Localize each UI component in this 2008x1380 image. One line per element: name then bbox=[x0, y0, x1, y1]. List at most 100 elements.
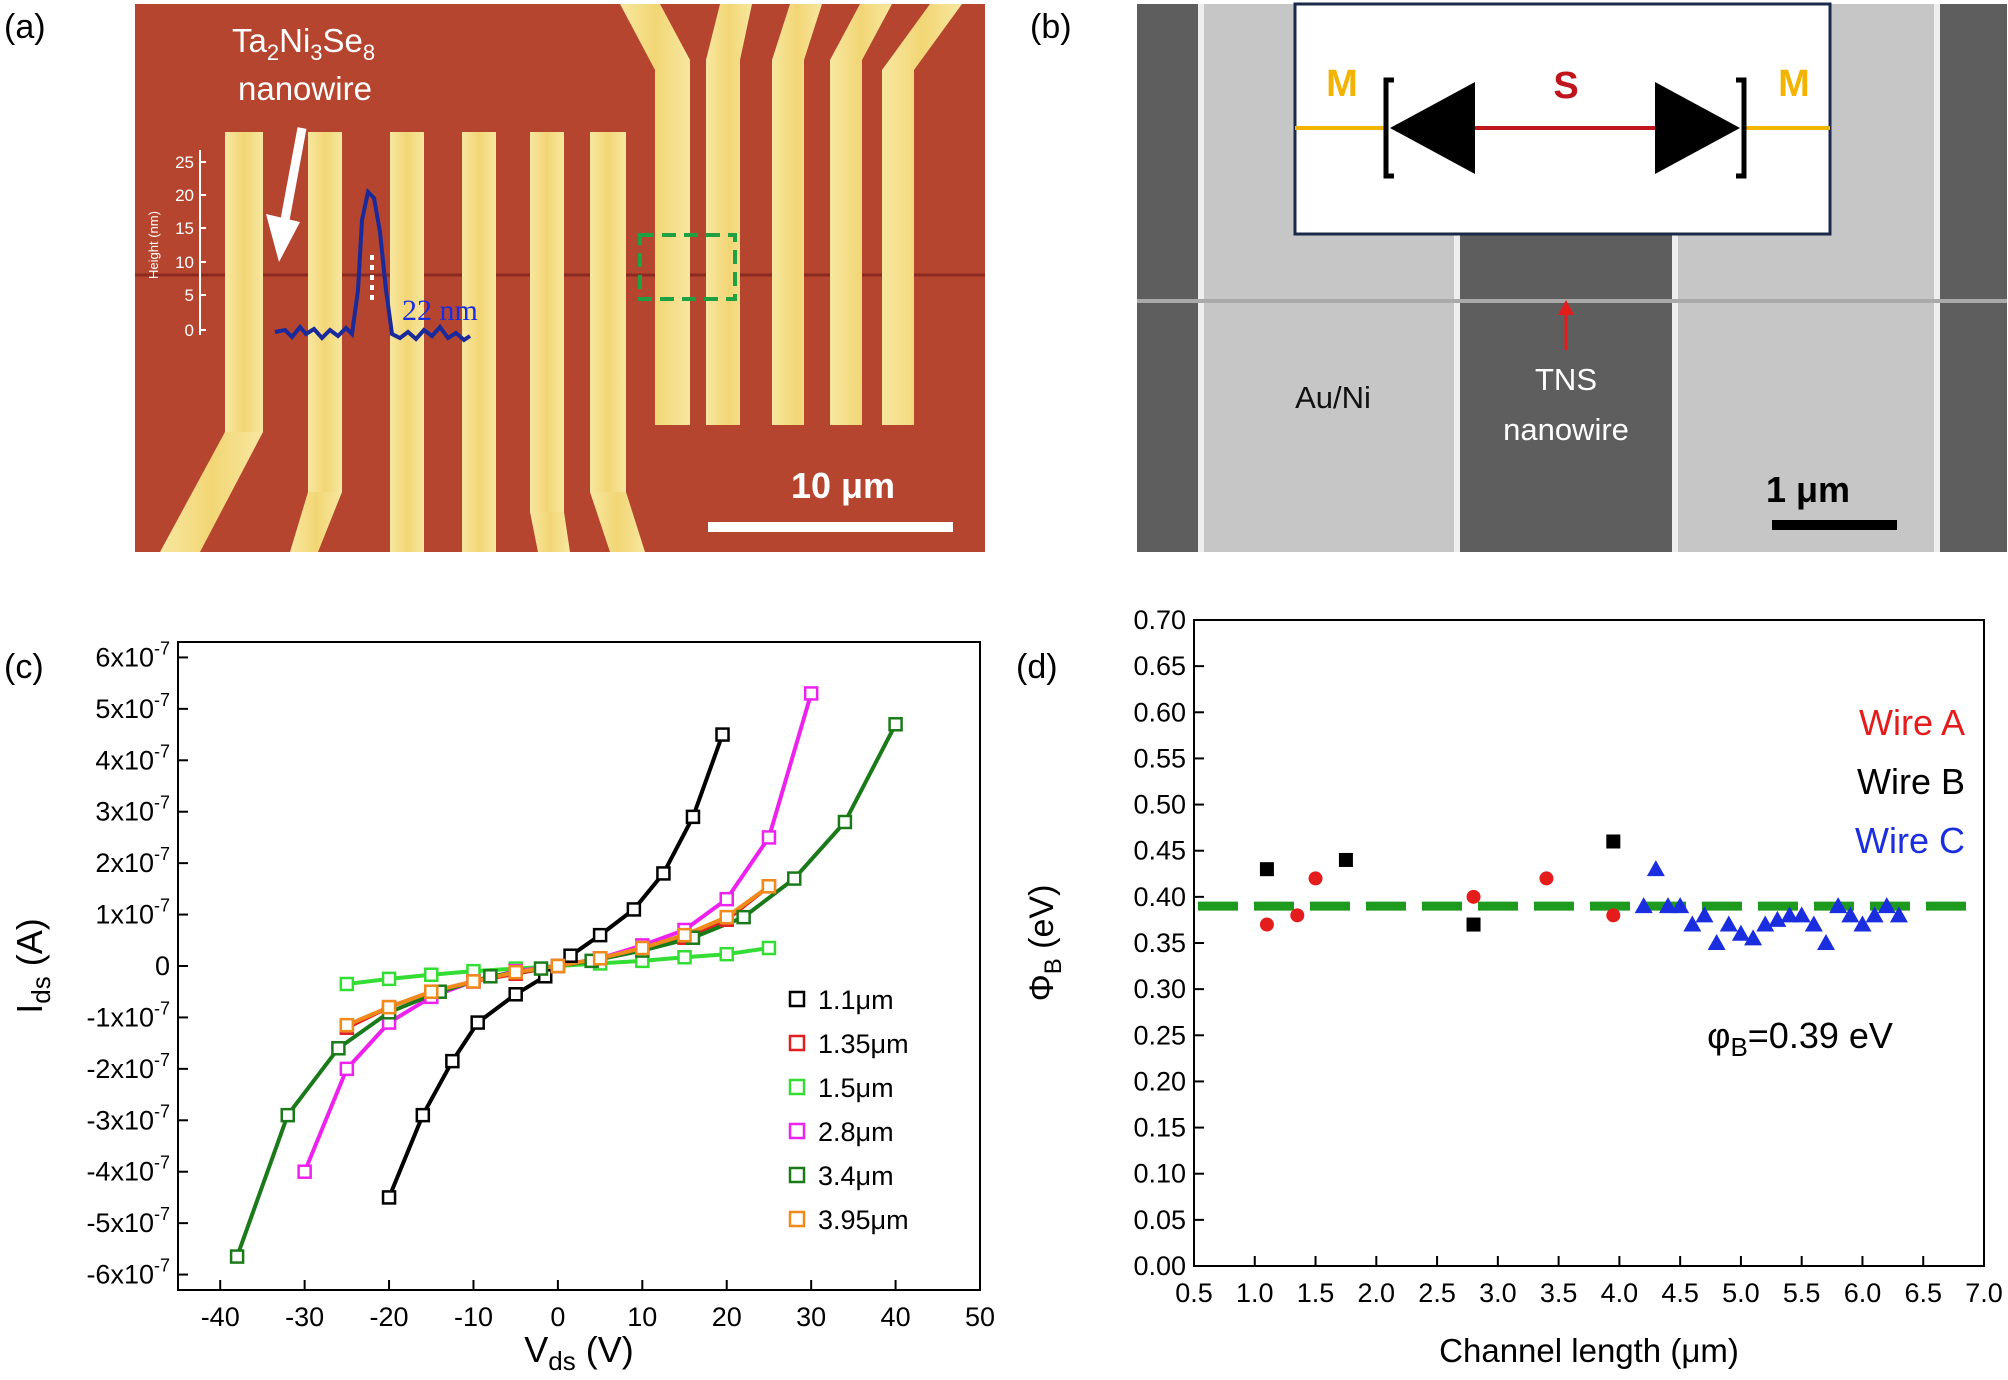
iv-legend-marker bbox=[788, 1166, 806, 1184]
iv-y-tick-label: 5x10-7 bbox=[95, 690, 170, 724]
barrier-x-tick-label: 0.5 bbox=[1175, 1278, 1213, 1308]
barrier-marker-triangle bbox=[1695, 906, 1714, 923]
barrier-ylabel-sub: B bbox=[1040, 958, 1067, 974]
barrier-y-tick-label: 0.25 bbox=[1133, 1020, 1186, 1050]
iv-ylabel-sub: ds bbox=[26, 976, 56, 1003]
barrier-legend-label: Wire A bbox=[1859, 702, 1965, 743]
barrier-x-tick-label: 4.0 bbox=[1601, 1278, 1639, 1308]
barrier-marker-triangle bbox=[1817, 934, 1835, 950]
iv-legend-label: 3.4μm bbox=[818, 1161, 894, 1191]
iv-marker bbox=[331, 1041, 346, 1056]
iv-marker bbox=[466, 974, 481, 989]
iv-marker bbox=[761, 940, 777, 956]
barrier-marker-circle bbox=[1606, 908, 1621, 923]
iv-x-tick-label: -40 bbox=[201, 1302, 240, 1332]
iv-marker bbox=[339, 1017, 355, 1033]
iv-curve-2.8μm bbox=[302, 692, 814, 1173]
iv-marker bbox=[280, 1107, 295, 1123]
iv-marker bbox=[508, 987, 523, 1002]
iv-x-tick-label: 40 bbox=[881, 1302, 911, 1332]
iv-legend-marker bbox=[788, 1034, 806, 1052]
iv-legend-marker bbox=[788, 1210, 806, 1228]
barrier-y-axis-label: ΦB (eV) bbox=[1023, 885, 1067, 1002]
panel-c: (c) -40 -30 -20 -10 0 10 20 30 40 50 6x10-7 5x10-7… bbox=[4, 638, 995, 1376]
barrier-marker-square bbox=[1259, 862, 1274, 877]
barrier-x-tick-label: 4.5 bbox=[1661, 1278, 1699, 1308]
iv-x-tick-label: 20 bbox=[712, 1302, 742, 1332]
barrier-y-tick-label: 0.70 bbox=[1133, 605, 1186, 635]
barrier-marker-triangle bbox=[1683, 915, 1702, 932]
barrier-y-tick-label: 0.15 bbox=[1133, 1113, 1186, 1143]
barrier-marker-triangle bbox=[1889, 906, 1908, 923]
height-profile-axis: 25 20 15 10 5 0 Height (nm) bbox=[146, 150, 206, 340]
height-tick-25: 25 bbox=[175, 153, 194, 172]
iv-marker bbox=[339, 976, 355, 992]
iv-marker bbox=[685, 809, 701, 825]
barrier-y-tick-label: 0.35 bbox=[1133, 928, 1186, 958]
sem-scale-bar bbox=[1772, 520, 1897, 530]
material-nanowire-word: nanowire bbox=[238, 70, 372, 107]
barrier-marker-circle bbox=[1290, 908, 1305, 923]
barrier-marker-triangle bbox=[1646, 860, 1665, 877]
iv-x-tick-label: 50 bbox=[965, 1302, 995, 1332]
iv-legend-label: 1.35μm bbox=[818, 1029, 909, 1059]
iv-y-tick-label: 0 bbox=[155, 951, 170, 981]
profile-height-annotation: 22 nm bbox=[402, 294, 478, 327]
electrode-label: Au/Ni bbox=[1295, 380, 1371, 415]
iv-marker bbox=[719, 909, 734, 925]
iv-marker bbox=[837, 814, 853, 830]
iv-markers bbox=[229, 686, 903, 1264]
iv-y-tick-label: 6x10-7 bbox=[95, 638, 170, 672]
phi-annotation-value: =0.39 eV bbox=[1748, 1015, 1893, 1056]
iv-marker bbox=[381, 999, 397, 1015]
panel-c-label: (c) bbox=[4, 648, 44, 686]
barrier-marker-circle bbox=[1466, 889, 1481, 904]
barrier-x-tick-label: 6.5 bbox=[1904, 1278, 1942, 1308]
iv-y-axis-label: Ids (A) bbox=[9, 918, 56, 1013]
barrier-y-tick-label: 0.60 bbox=[1133, 697, 1186, 727]
iv-marker bbox=[736, 909, 751, 925]
formula-sub-3: 3 bbox=[310, 40, 322, 65]
height-axis-label: Height (nm) bbox=[146, 211, 161, 279]
barrier-x-tick-label: 1.0 bbox=[1236, 1278, 1274, 1308]
iv-legend-marker bbox=[788, 1122, 806, 1140]
barrier-marker-circle bbox=[1539, 871, 1554, 886]
phi-annotation-sub: B bbox=[1730, 1032, 1747, 1062]
iv-y-tick-label: -4x10-7 bbox=[86, 1153, 170, 1187]
iv-marker bbox=[508, 964, 523, 980]
inset-left-metal: M bbox=[1326, 63, 1358, 105]
iv-ylabel-unit: (A) bbox=[9, 918, 50, 976]
iv-y-ticks: 6x10-7 5x10-7 4x10-7 3x10-7 2x10-7 1x10-7 0 -1x… bbox=[86, 638, 188, 1290]
barrier-marker-triangle bbox=[1780, 906, 1799, 923]
iv-marker bbox=[415, 1107, 431, 1123]
iv-marker bbox=[592, 927, 608, 943]
iv-y-tick-label: -5x10-7 bbox=[86, 1204, 170, 1238]
iv-marker bbox=[635, 940, 650, 956]
iv-marker bbox=[533, 961, 549, 976]
formula-ta: Ta bbox=[232, 22, 268, 59]
barrier-marker-circle bbox=[1308, 871, 1323, 886]
iv-y-tick-label: 2x10-7 bbox=[95, 844, 170, 878]
barrier-marker-triangle bbox=[1671, 897, 1690, 914]
panel-b-label: (b) bbox=[1030, 8, 1072, 46]
iv-marker bbox=[803, 686, 819, 701]
height-tick-0: 0 bbox=[185, 321, 194, 340]
barrier-legend: Wire A Wire B Wire C bbox=[1855, 702, 1965, 861]
iv-marker bbox=[761, 830, 777, 845]
iv-marker bbox=[677, 950, 692, 965]
barrier-x-tick-label: 6.0 bbox=[1844, 1278, 1882, 1308]
iv-marker bbox=[339, 1061, 355, 1077]
barrier-marker-triangle bbox=[1792, 906, 1811, 923]
iv-marker bbox=[563, 948, 578, 963]
iv-y-tick-label: -1x10-7 bbox=[86, 998, 170, 1032]
iv-legend-label: 1.1μm bbox=[818, 985, 894, 1015]
formula-sub-2: 2 bbox=[267, 40, 279, 65]
panel-a: (a) bbox=[4, 4, 985, 552]
barrier-marker-triangle bbox=[1744, 929, 1763, 946]
barrier-x-tick-label: 5.0 bbox=[1722, 1278, 1760, 1308]
iv-y-tick-label: -3x10-7 bbox=[86, 1101, 170, 1135]
iv-marker bbox=[470, 1015, 485, 1030]
iv-x-tick-label: 10 bbox=[627, 1302, 657, 1332]
barrier-marker-triangle bbox=[1804, 915, 1823, 932]
